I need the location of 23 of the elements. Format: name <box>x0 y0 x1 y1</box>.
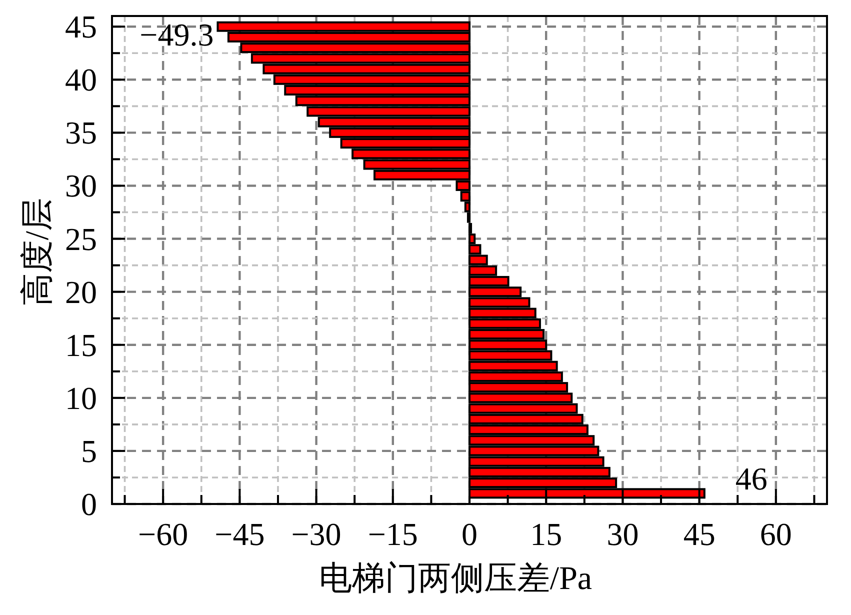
y-axis-title: 高度/层 <box>20 198 56 306</box>
x-axis-title: 电梯门两侧压差/Pa <box>318 561 592 597</box>
y-tick-label: 0 <box>81 486 97 522</box>
y-tick-label: 15 <box>65 326 97 363</box>
y-tick-label: 45 <box>65 8 97 45</box>
value-label: −49.3 <box>140 16 214 53</box>
x-tick-label: −15 <box>368 516 418 552</box>
y-tick-label: 30 <box>65 168 97 204</box>
x-tick-label: 60 <box>760 516 792 552</box>
y-tick-label: 10 <box>65 380 97 416</box>
value-label: 46 <box>735 460 768 496</box>
x-tick-label: 45 <box>683 516 716 552</box>
x-tick-label: −45 <box>214 516 265 552</box>
y-tick-label: 25 <box>65 220 97 257</box>
x-tick-label: 15 <box>530 516 562 552</box>
x-tick-label: −30 <box>291 516 342 552</box>
y-tick-label: 40 <box>65 62 97 98</box>
y-tick-label: 35 <box>65 114 97 151</box>
x-tick-label: 30 <box>606 516 639 552</box>
x-tick-label: −60 <box>138 516 188 552</box>
x-tick-label: 0 <box>462 516 478 552</box>
y-tick-label: 20 <box>65 274 97 310</box>
y-tick-label: 5 <box>81 432 97 469</box>
